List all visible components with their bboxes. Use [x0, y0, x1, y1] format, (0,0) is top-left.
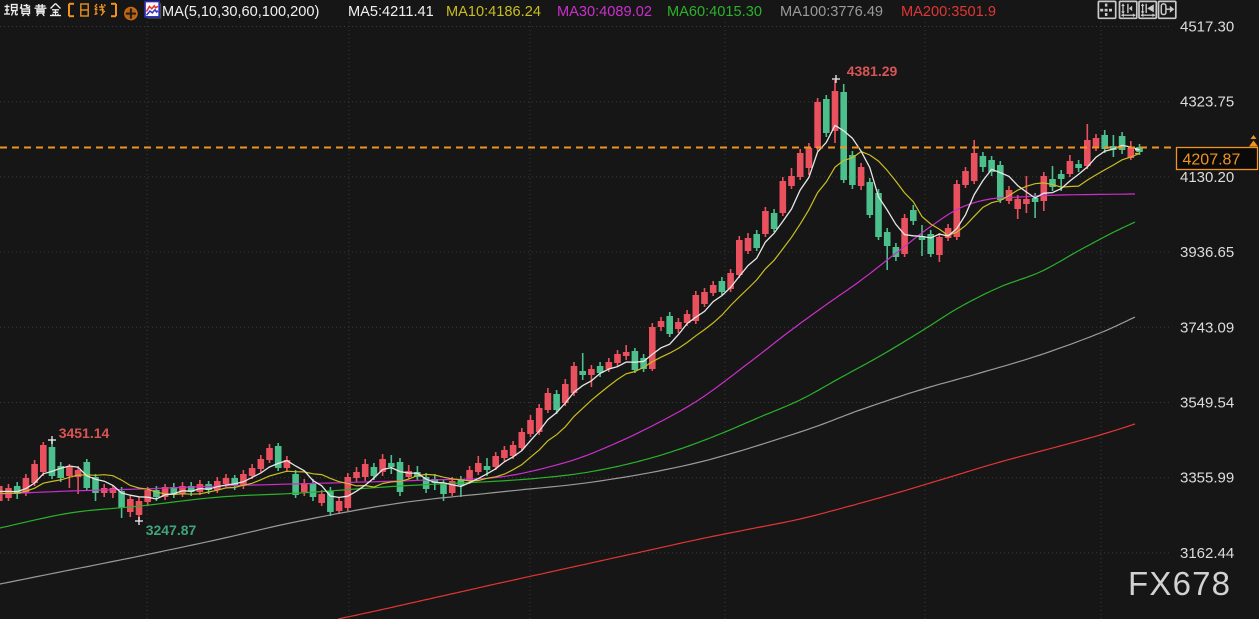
svg-text:4323.75: 4323.75: [1180, 94, 1234, 111]
svg-text:MA60:4015.30: MA60:4015.30: [667, 4, 762, 20]
svg-text:4130.20: 4130.20: [1180, 169, 1234, 186]
svg-text:MA5:4211.41: MA5:4211.41: [348, 4, 434, 20]
svg-text:MA(5,10,30,60,100,200): MA(5,10,30,60,100,200): [162, 4, 319, 20]
svg-text:3549.54: 3549.54: [1180, 395, 1234, 412]
svg-text:MA30:4089.02: MA30:4089.02: [557, 4, 652, 20]
svg-text:3936.65: 3936.65: [1180, 244, 1234, 261]
svg-text:3355.99: 3355.99: [1180, 470, 1234, 487]
svg-text:3247.87: 3247.87: [146, 522, 197, 538]
svg-text:MA100:3776.49: MA100:3776.49: [780, 4, 883, 20]
svg-text:FX678: FX678: [1128, 565, 1231, 602]
svg-text:4207.87: 4207.87: [1183, 152, 1241, 169]
svg-text:MA10:4186.24: MA10:4186.24: [446, 4, 541, 20]
svg-text:4381.29: 4381.29: [847, 63, 898, 79]
svg-text:3162.44: 3162.44: [1180, 545, 1234, 562]
svg-text:MA200:3501.9: MA200:3501.9: [901, 4, 996, 20]
svg-text:3743.09: 3743.09: [1180, 319, 1234, 336]
svg-text:3451.14: 3451.14: [59, 425, 110, 441]
svg-text:4517.30: 4517.30: [1180, 19, 1234, 36]
